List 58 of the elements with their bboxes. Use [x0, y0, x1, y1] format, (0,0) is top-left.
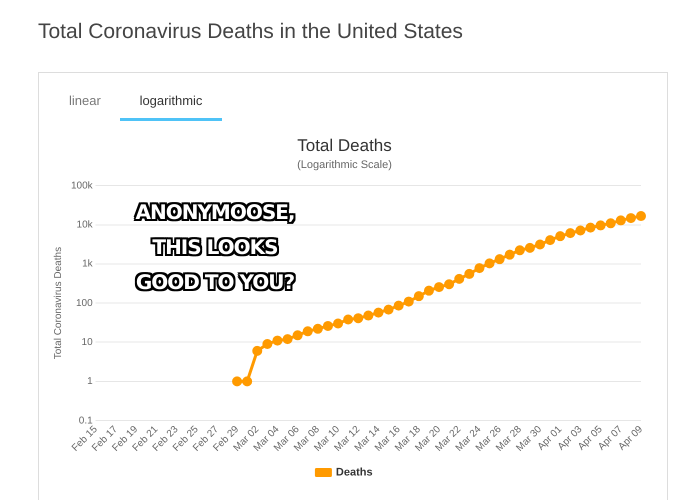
point	[555, 231, 566, 242]
point	[586, 222, 596, 233]
y-tick-label: 100	[76, 298, 94, 309]
y-tick-label: 10	[82, 336, 94, 348]
point	[484, 258, 495, 268]
y-axis-title: Total Coronavirus Deaths	[52, 246, 64, 360]
point	[353, 313, 364, 324]
point	[312, 324, 323, 334]
point	[636, 211, 646, 222]
annotation: THIS LOOKS	[150, 234, 280, 261]
point	[606, 218, 616, 228]
point	[394, 300, 404, 311]
y-tick-label: 1k	[82, 258, 94, 270]
point	[404, 296, 414, 307]
point	[333, 318, 344, 329]
point	[384, 304, 394, 315]
point	[494, 254, 505, 264]
point	[414, 291, 424, 302]
point	[242, 376, 252, 386]
point	[252, 346, 262, 356]
point	[575, 226, 586, 236]
point	[444, 279, 454, 290]
point	[514, 245, 525, 256]
chart-title: Total Deaths	[297, 136, 392, 155]
text: linear	[69, 93, 101, 108]
text: Total Coronavirus Deaths in the United States	[38, 20, 463, 44]
point	[282, 334, 293, 344]
chart-subtitle: (Logarithmic Scale)	[297, 159, 392, 172]
point	[616, 215, 626, 226]
text: logarithmic	[120, 93, 222, 121]
point	[626, 213, 636, 224]
annotation: ANONYMOOSE,	[132, 199, 296, 226]
point	[232, 376, 242, 386]
point	[474, 263, 484, 274]
y-tick-label: 1	[87, 376, 94, 388]
point	[322, 320, 333, 331]
point	[464, 268, 474, 279]
point	[434, 282, 444, 292]
y-tick-label: 100k	[70, 180, 94, 192]
point	[262, 338, 272, 349]
legend-label: Deaths	[336, 466, 373, 479]
point	[373, 308, 384, 318]
point	[545, 235, 556, 246]
point	[424, 286, 434, 296]
annotation: GOOD TO YOU?	[134, 269, 297, 296]
point	[454, 274, 464, 284]
point	[292, 330, 303, 340]
point	[565, 228, 576, 238]
point	[363, 310, 374, 321]
y-tick-label: 0.1	[78, 415, 94, 426]
point	[343, 314, 354, 324]
point	[524, 242, 535, 253]
y-tick-label: 10k	[76, 220, 94, 230]
point	[272, 336, 282, 346]
point	[535, 240, 546, 250]
point	[596, 220, 606, 230]
point	[504, 250, 515, 260]
point	[302, 326, 313, 336]
